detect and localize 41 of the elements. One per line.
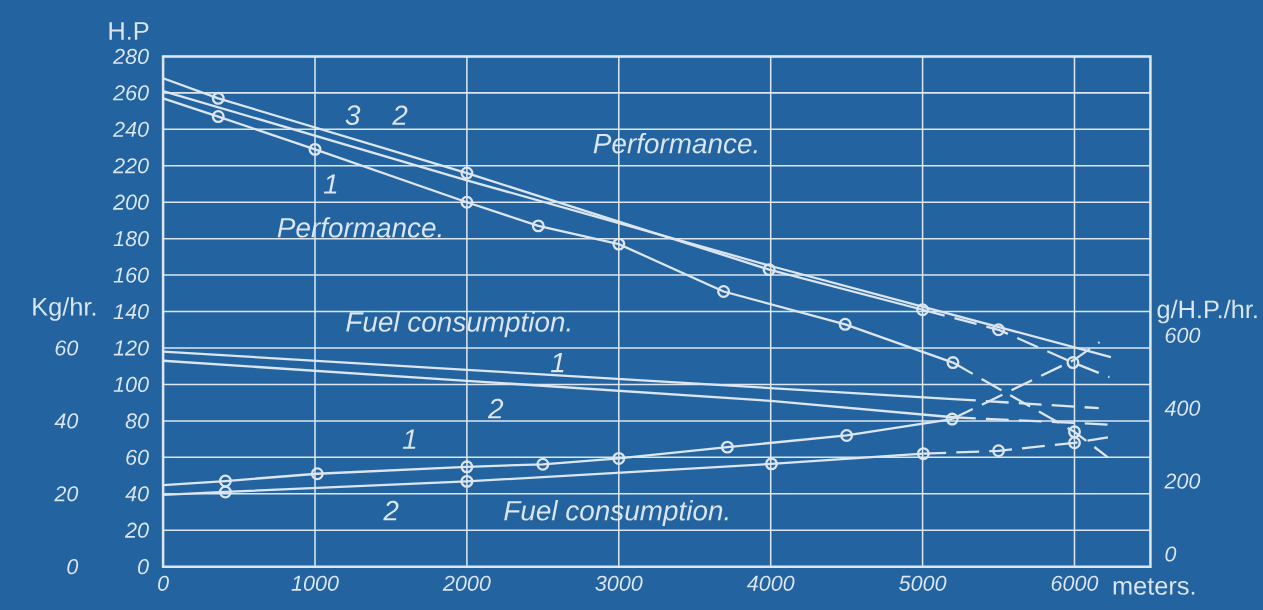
x-tick-label: 0 — [158, 575, 169, 591]
y2-tick-label: 400 — [1164, 400, 1201, 416]
y-tick-label: 280 — [112, 48, 149, 65]
x-tick-label: 3000 — [595, 575, 643, 591]
y2-tick-label: 0 — [1165, 546, 1177, 562]
y3-tick-label: 40 — [54, 413, 79, 429]
annotation: 2 — [392, 105, 408, 125]
y3-tick-label: 20 — [54, 486, 79, 502]
y-tick-label: 0 — [138, 559, 149, 575]
y2-tick-label: 600 — [1165, 327, 1201, 343]
y-tick-label: 20 — [124, 522, 149, 538]
y-tick-label: 200 — [112, 194, 149, 210]
y-tick-label: 240 — [112, 121, 149, 137]
y-tick-label: 260 — [112, 85, 149, 101]
y-tick-label: 140 — [113, 303, 149, 320]
y-tick-label: 160 — [113, 267, 149, 283]
y2-axis-title: g/H.P./hr. — [1157, 299, 1257, 324]
annotation: 1 — [323, 174, 337, 194]
y-tick-label: 100 — [113, 376, 149, 393]
annotation: 2 — [383, 500, 399, 521]
x-tick-label: 2000 — [442, 575, 491, 591]
y-tick-label: 40 — [125, 486, 149, 502]
annotation: 1 — [550, 353, 564, 373]
y3-axis-title: Kg/hr. — [33, 297, 96, 321]
y2-tick-label: 200 — [1164, 473, 1201, 489]
x-tick-label: 1000 — [291, 575, 339, 591]
y-tick-label: 80 — [125, 413, 149, 429]
x-tick-label: 4000 — [746, 575, 795, 591]
x-tick-label: 6000 — [1051, 575, 1099, 591]
annotation: 3 — [345, 105, 361, 125]
y-tick-label: 180 — [113, 231, 149, 247]
y-tick-label: 220 — [112, 158, 149, 174]
y-tick-label: 60 — [126, 449, 149, 465]
annotation: 1 — [402, 429, 416, 449]
y-tick-label: 120 — [113, 340, 149, 356]
annotation: 2 — [487, 398, 504, 419]
y3-tick-label: 0 — [67, 559, 79, 575]
x-tick-label: 5000 — [899, 575, 947, 591]
y-axis-title: H.P — [109, 22, 149, 40]
y3-tick-label: 60 — [55, 340, 79, 356]
x-axis-title: meters. — [1113, 578, 1195, 595]
